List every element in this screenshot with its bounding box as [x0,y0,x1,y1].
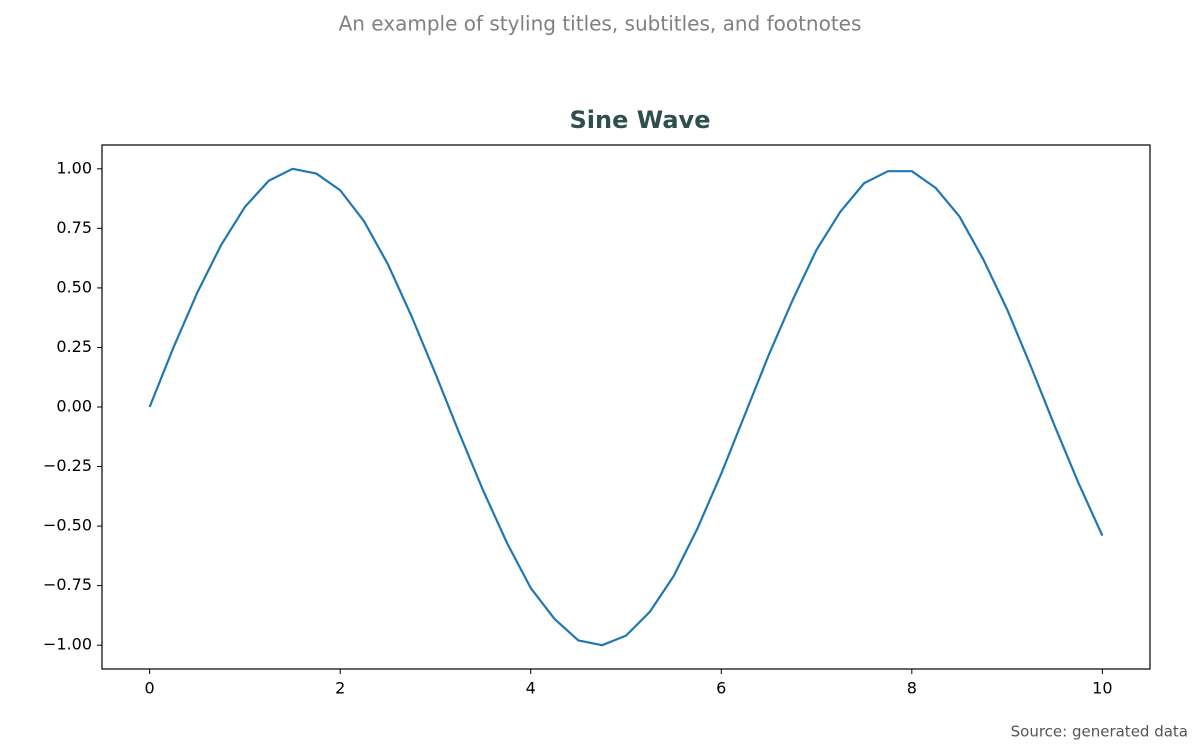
y-tick-label: −0.50 [43,516,92,535]
plot-frame [101,144,1151,670]
x-tick-label: 2 [335,679,345,698]
y-tick-label: 0.50 [56,277,92,296]
y-tick-label: 0.75 [56,218,92,237]
footnote: Source: generated data [1011,723,1188,741]
x-tick-label: 4 [526,679,536,698]
y-tick-label: −0.75 [43,575,92,594]
y-tick-label: 0.25 [56,337,92,356]
x-tick-label: 0 [145,679,155,698]
y-tick-label: 1.00 [56,158,92,177]
suptitle: An example of styling titles, subtitles,… [339,12,862,36]
y-tick-label: −0.25 [43,456,92,475]
x-tick-label: 8 [907,679,917,698]
y-tick-label: −1.00 [43,635,92,654]
y-tick-label: 0.00 [56,397,92,416]
x-tick-label: 10 [1092,679,1112,698]
x-tick-label: 6 [716,679,726,698]
line-series [148,167,1104,647]
chart-title: Sine Wave [570,106,711,134]
